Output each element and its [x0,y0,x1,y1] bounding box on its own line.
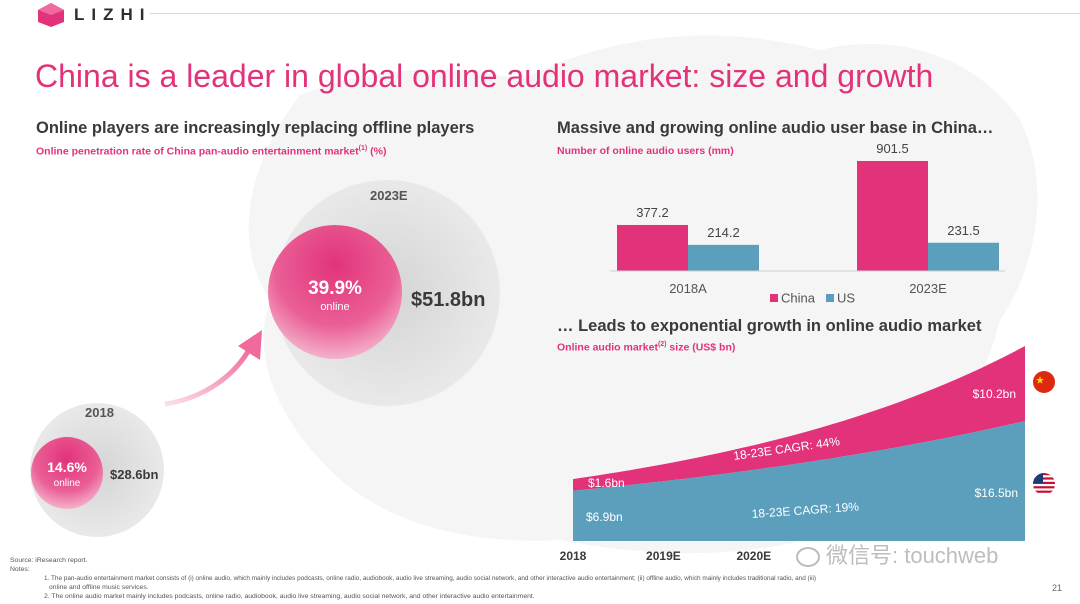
bubble-2023-size: $51.8bn [411,289,486,311]
legend-label-us: US [837,291,855,306]
us-start-label: $6.9bn [586,510,623,524]
brand-name: LIZHI [74,5,152,24]
source-note: Source: iResearch report. [10,557,88,564]
bar-category-label: 2018A [669,281,707,296]
wechat-watermark: 微信号: touchweb [796,538,998,570]
bubble-2023-pct: 39.9% [308,278,362,299]
market-subheading: Online audio market(2) size (US$ bn) [557,341,736,354]
notes-label: Notes: [10,566,30,573]
bar-value-label: 214.2 [707,225,740,240]
area-x-tick-label: 2018 [560,549,587,563]
wechat-icon [796,547,820,568]
bar-china-2023e [857,161,928,271]
bar-value-label: 901.5 [876,141,909,156]
users-heading: Massive and growing online audio user ba… [557,119,994,137]
bubble-2018-year: 2018 [85,405,114,420]
bubble-2023-online [268,225,402,359]
bubble-2018-pct: 14.6% [47,459,87,475]
left-heading: Online players are increasingly replacin… [36,119,475,137]
bar-category-label: 2023E [909,281,947,296]
legend-swatch-us [826,294,834,302]
footnote-2: 2. The online audio market mainly includ… [44,593,535,600]
lizhi-logo-icon [38,3,64,27]
users-bar-chart: 377.2 214.2 2018A 901.5 231.5 2023E China US [610,141,1005,306]
legend-label-china: China [781,291,816,306]
bubble-2023-online-label: online [320,301,350,313]
bar-value-label: 377.2 [636,205,669,220]
bubble-2018-online-label: online [53,478,81,489]
area-us [573,421,1025,541]
china-flag-icon [1033,371,1055,393]
bubble-2023-year: 2023E [370,188,408,203]
china-end-label: $10.2bn [973,387,1016,401]
china-start-label: $1.6bn [588,476,625,490]
penetration-bubbles [30,180,500,537]
bubble-2018-size: $28.6bn [110,467,159,482]
bar-us-2023e [928,242,999,271]
area-x-tick-label: 2020E [736,549,771,563]
page-title: China is a leader in global online audio… [35,58,934,94]
bubble-2018-online [31,437,103,509]
us-end-label: $16.5bn [975,486,1018,500]
users-subheading: Number of online audio users (mm) [557,145,734,157]
bar-us-2018a [688,244,759,271]
left-subheading: Online penetration rate of China pan-aud… [36,145,387,158]
us-flag-icon [1033,473,1055,495]
page-number: 21 [1052,583,1063,593]
growth-arrow [164,346,253,407]
area-x-tick-label: 2019E [646,549,681,563]
legend-swatch-china [770,294,778,302]
growth-arrow-head [238,330,262,360]
area-china [573,346,1025,491]
header-rule [150,13,1080,14]
bar-value-label: 231.5 [947,223,980,238]
market-heading: … Leads to exponential growth in online … [557,317,982,335]
footnote-1-cont: online and offline music services. [49,584,149,591]
footnote-1: 1. The pan-audio entertainment market co… [44,575,817,582]
bar-china-2018a [617,224,688,271]
